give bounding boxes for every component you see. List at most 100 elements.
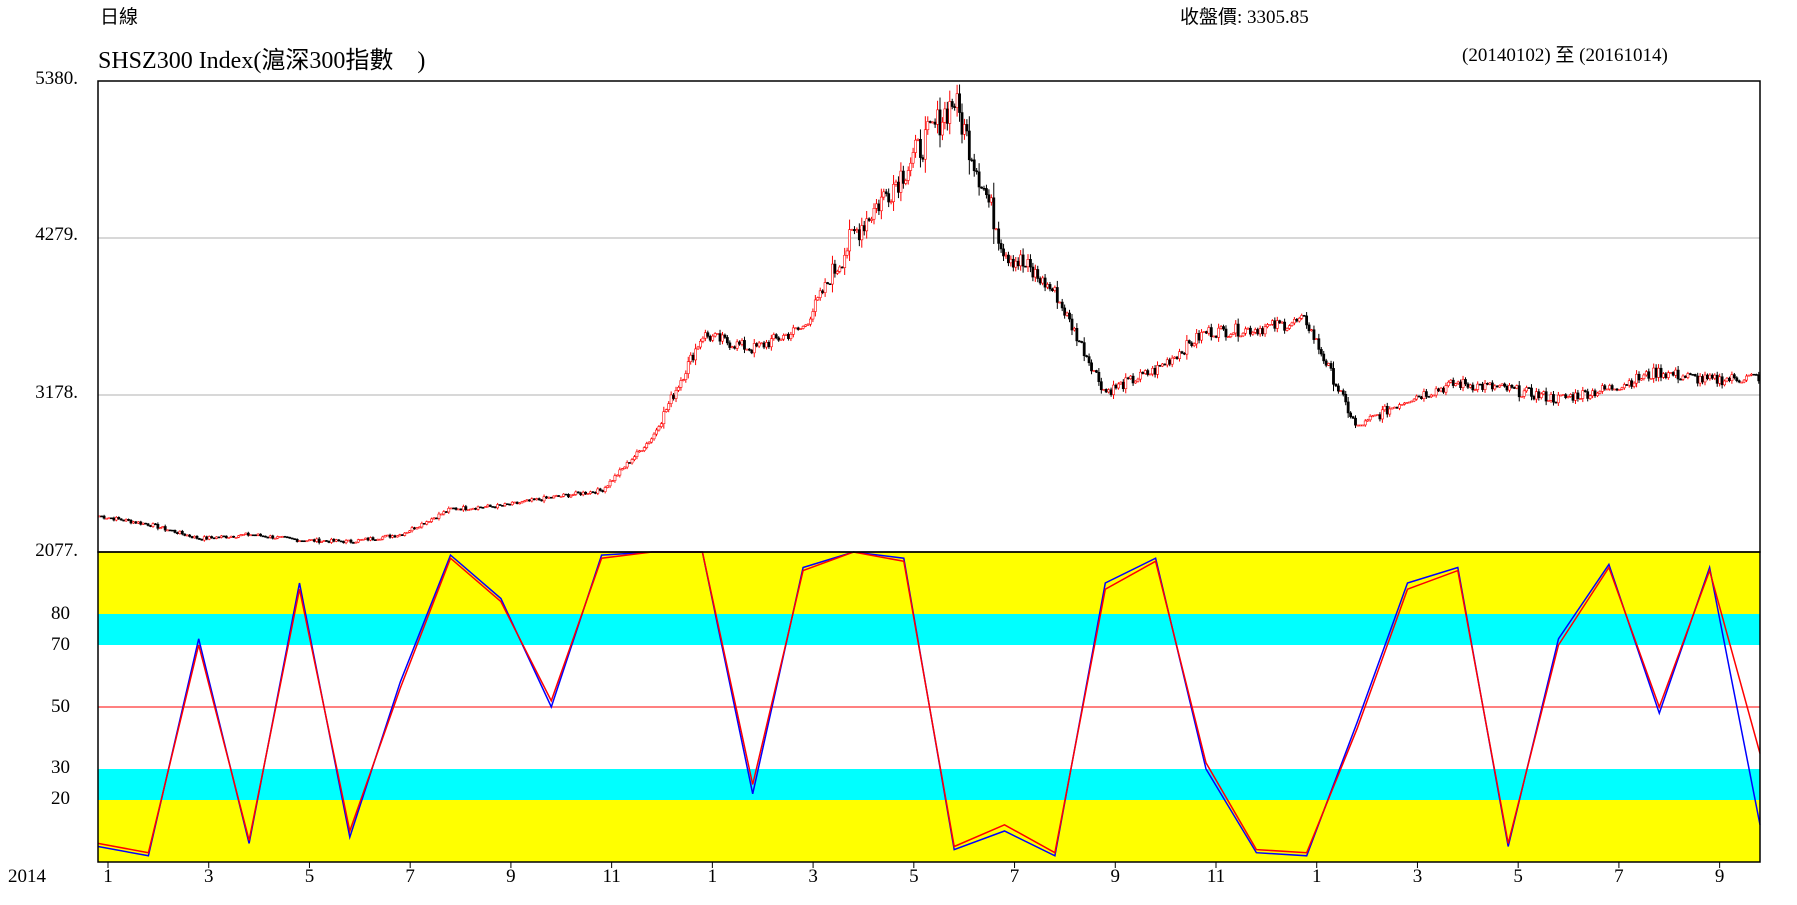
candle (725, 335, 729, 346)
candle (789, 331, 793, 342)
candle (1596, 391, 1599, 398)
candle-body (657, 426, 661, 431)
candle-body (1439, 387, 1443, 392)
candle (1598, 390, 1602, 395)
candle-body (1395, 406, 1399, 409)
candle-body (1251, 332, 1255, 335)
candle-body (826, 282, 829, 285)
candle-body (721, 334, 724, 342)
candle-body (828, 283, 832, 286)
candle (1073, 326, 1076, 332)
candle-body (919, 138, 922, 158)
candle-body (1559, 394, 1563, 397)
candle-body (1745, 375, 1748, 381)
candle-body (1493, 385, 1497, 390)
candle (1679, 378, 1682, 381)
candle (1664, 372, 1668, 380)
candle-body (1691, 374, 1695, 376)
candle (681, 378, 685, 382)
candle-body (510, 501, 514, 506)
candle (1068, 309, 1071, 323)
candle (1490, 380, 1494, 392)
candle (154, 523, 157, 526)
candle (1209, 323, 1213, 341)
candle-body (195, 535, 199, 539)
candle (1104, 388, 1108, 394)
candle-body (564, 493, 568, 496)
candle-body (950, 101, 954, 107)
oscillator-tick-label: 20 (51, 788, 70, 809)
candle (1571, 391, 1575, 403)
candle-body (1644, 371, 1648, 376)
candle-body (320, 540, 324, 543)
candle-body (1508, 385, 1511, 391)
candle (735, 339, 739, 351)
candle (1398, 402, 1401, 411)
candle (865, 210, 869, 239)
candle-body (647, 441, 651, 444)
candle-body (374, 539, 377, 541)
candle (264, 535, 267, 538)
candle-body (1510, 385, 1514, 388)
candle-body (811, 311, 815, 320)
candle (1754, 373, 1758, 376)
candle-body (232, 535, 236, 538)
candle (963, 118, 966, 140)
candle-body (713, 333, 717, 337)
candle-body (545, 496, 548, 499)
candle-body (452, 507, 456, 510)
candle (745, 348, 749, 351)
candle (1735, 376, 1739, 383)
candle-body (1205, 331, 1208, 334)
candle (882, 188, 886, 201)
candle-body (359, 539, 363, 541)
candle (227, 536, 231, 539)
candle (1332, 361, 1335, 392)
candle (1165, 357, 1169, 368)
candle (283, 535, 287, 538)
candle-body (1544, 391, 1548, 402)
candle (1212, 335, 1216, 338)
candle-body (1165, 359, 1169, 366)
candle (1278, 319, 1282, 324)
candle (1468, 383, 1472, 389)
candle-body (987, 194, 991, 203)
candle (1283, 318, 1287, 334)
candle-body (855, 229, 859, 232)
candle (1703, 371, 1707, 386)
candle-body (1723, 380, 1726, 386)
candle (633, 455, 636, 462)
oscillator-tick-label: 30 (51, 757, 70, 778)
candle (1119, 381, 1123, 385)
candle (342, 540, 346, 544)
candle-body (1578, 398, 1582, 400)
candle (207, 535, 211, 541)
candle-body (1146, 370, 1150, 375)
candle-body (1312, 329, 1316, 340)
candle-body (1730, 374, 1734, 382)
candle-body (1187, 340, 1191, 344)
candle-body (1314, 338, 1318, 340)
candle-body (848, 229, 851, 252)
candle-body (210, 536, 214, 539)
candle (1583, 389, 1587, 393)
candle (1263, 323, 1267, 337)
candle-body (1349, 412, 1353, 417)
candle (1011, 255, 1015, 272)
candle-body (791, 327, 795, 335)
candle (945, 101, 949, 131)
candle (1112, 380, 1115, 399)
candle-body (725, 337, 729, 344)
candle-body (701, 337, 705, 342)
candle (474, 507, 478, 511)
candle-body (166, 529, 170, 532)
candle-body (515, 501, 519, 504)
candle (867, 217, 871, 222)
candle-body (256, 533, 260, 536)
candle (1706, 373, 1709, 381)
candle-body (178, 530, 182, 534)
candle (677, 385, 680, 393)
candle (1107, 388, 1111, 394)
candle-body (457, 508, 460, 511)
candle (1647, 368, 1651, 382)
